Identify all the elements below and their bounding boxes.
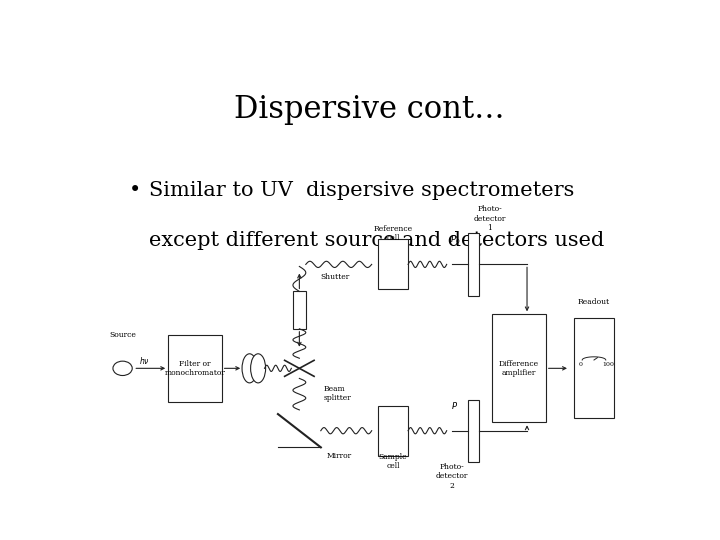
Bar (168, 335, 222, 402)
Text: Source: Source (109, 331, 136, 339)
Bar (379, 406, 408, 456)
Ellipse shape (242, 354, 257, 383)
Text: Readout: Readout (578, 298, 610, 306)
Text: Shutter: Shutter (321, 273, 350, 281)
Text: Mirror: Mirror (326, 451, 351, 460)
Bar (492, 314, 546, 422)
Text: Photo-
detector
1: Photo- detector 1 (473, 205, 505, 232)
Bar (379, 239, 408, 289)
Text: Similar to UV  dispersive spectrometers: Similar to UV dispersive spectrometers (148, 181, 574, 200)
Text: $P$: $P$ (451, 400, 458, 411)
Ellipse shape (251, 354, 266, 383)
Text: Dispersive cont…: Dispersive cont… (234, 94, 504, 125)
Text: Sample
cell: Sample cell (379, 453, 408, 470)
Bar (467, 233, 480, 295)
Text: except different source and detectors used: except different source and detectors us… (148, 231, 604, 250)
Text: Beam
splitter: Beam splitter (323, 384, 351, 402)
Bar (574, 319, 614, 418)
Text: $h\nu$: $h\nu$ (139, 355, 150, 366)
Text: 100: 100 (603, 362, 614, 367)
Text: Filter or
monochromator: Filter or monochromator (164, 360, 225, 377)
Text: Photo-
detector
2: Photo- detector 2 (436, 463, 468, 490)
Text: $P_0$: $P_0$ (449, 233, 460, 246)
Text: •: • (129, 181, 141, 200)
Text: 0: 0 (579, 362, 582, 367)
Text: Difference
amplifier: Difference amplifier (499, 360, 539, 377)
Bar (292, 292, 306, 329)
Circle shape (113, 361, 132, 375)
Bar (467, 400, 480, 462)
Text: Reference
cell: Reference cell (374, 225, 413, 242)
